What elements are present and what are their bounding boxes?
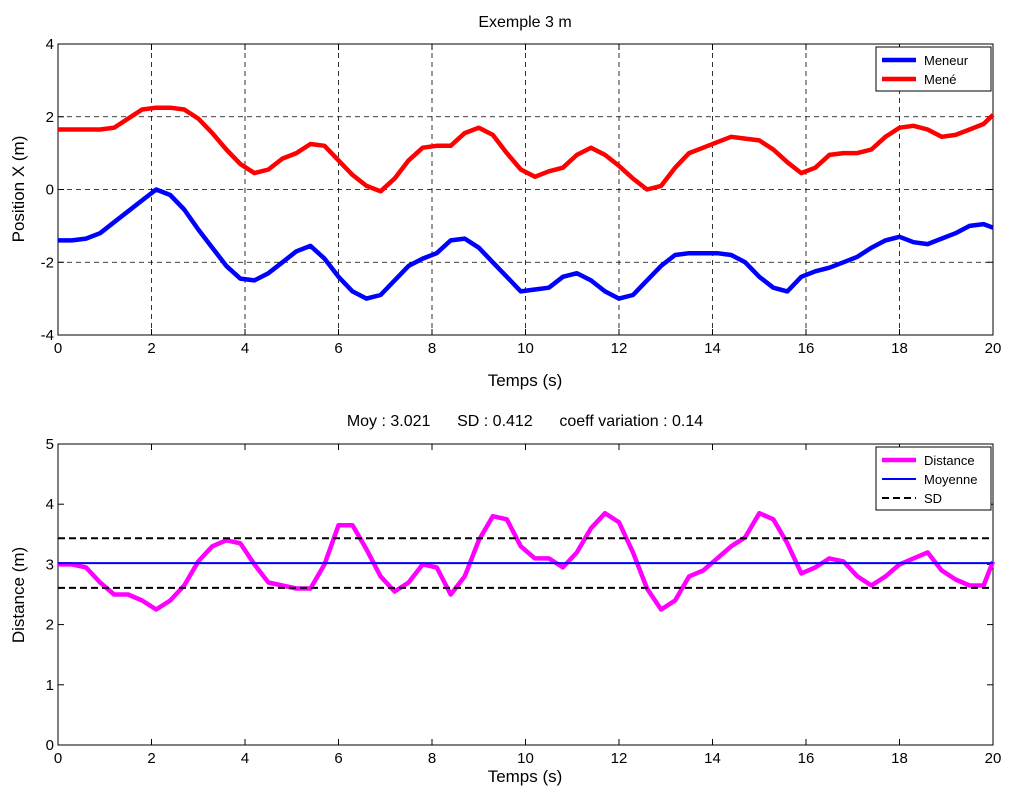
y-tick-label: 3: [46, 556, 54, 573]
top-plot-legend: Meneur Mené: [875, 46, 992, 92]
bottom-plot-frame: [57, 443, 994, 746]
y-tick-label: -2: [41, 254, 54, 271]
x-tick-label: 0: [54, 750, 62, 767]
top-plot-lines: [58, 105, 995, 301]
series-line: [58, 187, 994, 301]
x-tick-label: 18: [891, 340, 908, 357]
y-tick-label: 1: [46, 677, 54, 694]
bottom-plot-title: Moy : 3.021 SD : 0.412 coeff variation :…: [347, 413, 703, 430]
x-tick-label: 6: [334, 340, 342, 357]
legend-label: Mené: [924, 72, 957, 87]
top-plot-grid: [58, 44, 993, 335]
bottom-plot-lines: [58, 510, 996, 612]
bottom-plot-ylabel: Distance (m): [9, 547, 28, 643]
top-plot-xlabel: Temps (s): [488, 371, 563, 390]
x-tick-label: 8: [428, 750, 436, 767]
x-tick-label: 4: [241, 340, 249, 357]
x-tick-label: 2: [147, 340, 155, 357]
legend-label: Distance: [924, 453, 975, 468]
x-tick-label: 12: [611, 750, 628, 767]
y-tick-label: 0: [46, 737, 54, 754]
x-tick-label: 8: [428, 340, 436, 357]
x-tick-label: 14: [704, 750, 721, 767]
x-tick-label: 16: [798, 340, 815, 357]
x-tick-label: 16: [798, 750, 815, 767]
top-plot-ylabel: Position X (m): [9, 136, 28, 243]
y-tick-label: -4: [41, 327, 54, 344]
x-tick-label: 0: [54, 340, 62, 357]
x-tick-label: 10: [517, 340, 534, 357]
x-tick-label: 2: [147, 750, 155, 767]
series-line: [58, 105, 995, 194]
series-line: [58, 510, 996, 612]
x-tick-label: 12: [611, 340, 628, 357]
y-tick-label: 5: [46, 436, 54, 453]
y-tick-label: 2: [46, 109, 54, 126]
y-tick-label: 0: [46, 182, 54, 199]
y-tick-label: 4: [46, 36, 54, 53]
legend-label: SD: [924, 491, 942, 506]
x-tick-label: 10: [517, 750, 534, 767]
x-tick-label: 4: [241, 750, 249, 767]
y-tick-label: 4: [46, 496, 54, 513]
legend-box: [875, 46, 992, 92]
legend-label: Moyenne: [924, 472, 977, 487]
x-tick-label: 20: [985, 340, 1002, 357]
top-plot-title: Exemple 3 m: [478, 14, 571, 31]
bottom-plot: Moy : 3.021 SD : 0.412 coeff variation :…: [9, 413, 1001, 786]
top-plot: Exemple 3 m 0 2 4 6 8 10 12 14 16 18 20 -4 -2 0 2 4 Tem…: [9, 14, 1001, 390]
x-tick-label: 6: [334, 750, 342, 767]
y-tick-label: 2: [46, 617, 54, 634]
top-plot-ticks: 0 2 4 6 8 10 12 14 16 18 20 -4 -2 0 2 4: [41, 36, 1002, 357]
x-tick-label: 18: [891, 750, 908, 767]
legend-label: Meneur: [924, 53, 969, 68]
x-tick-label: 14: [704, 340, 721, 357]
bottom-plot-legend: Distance Moyenne SD: [875, 446, 992, 511]
bottom-plot-xlabel: Temps (s): [488, 767, 563, 786]
x-tick-label: 20: [985, 750, 1002, 767]
